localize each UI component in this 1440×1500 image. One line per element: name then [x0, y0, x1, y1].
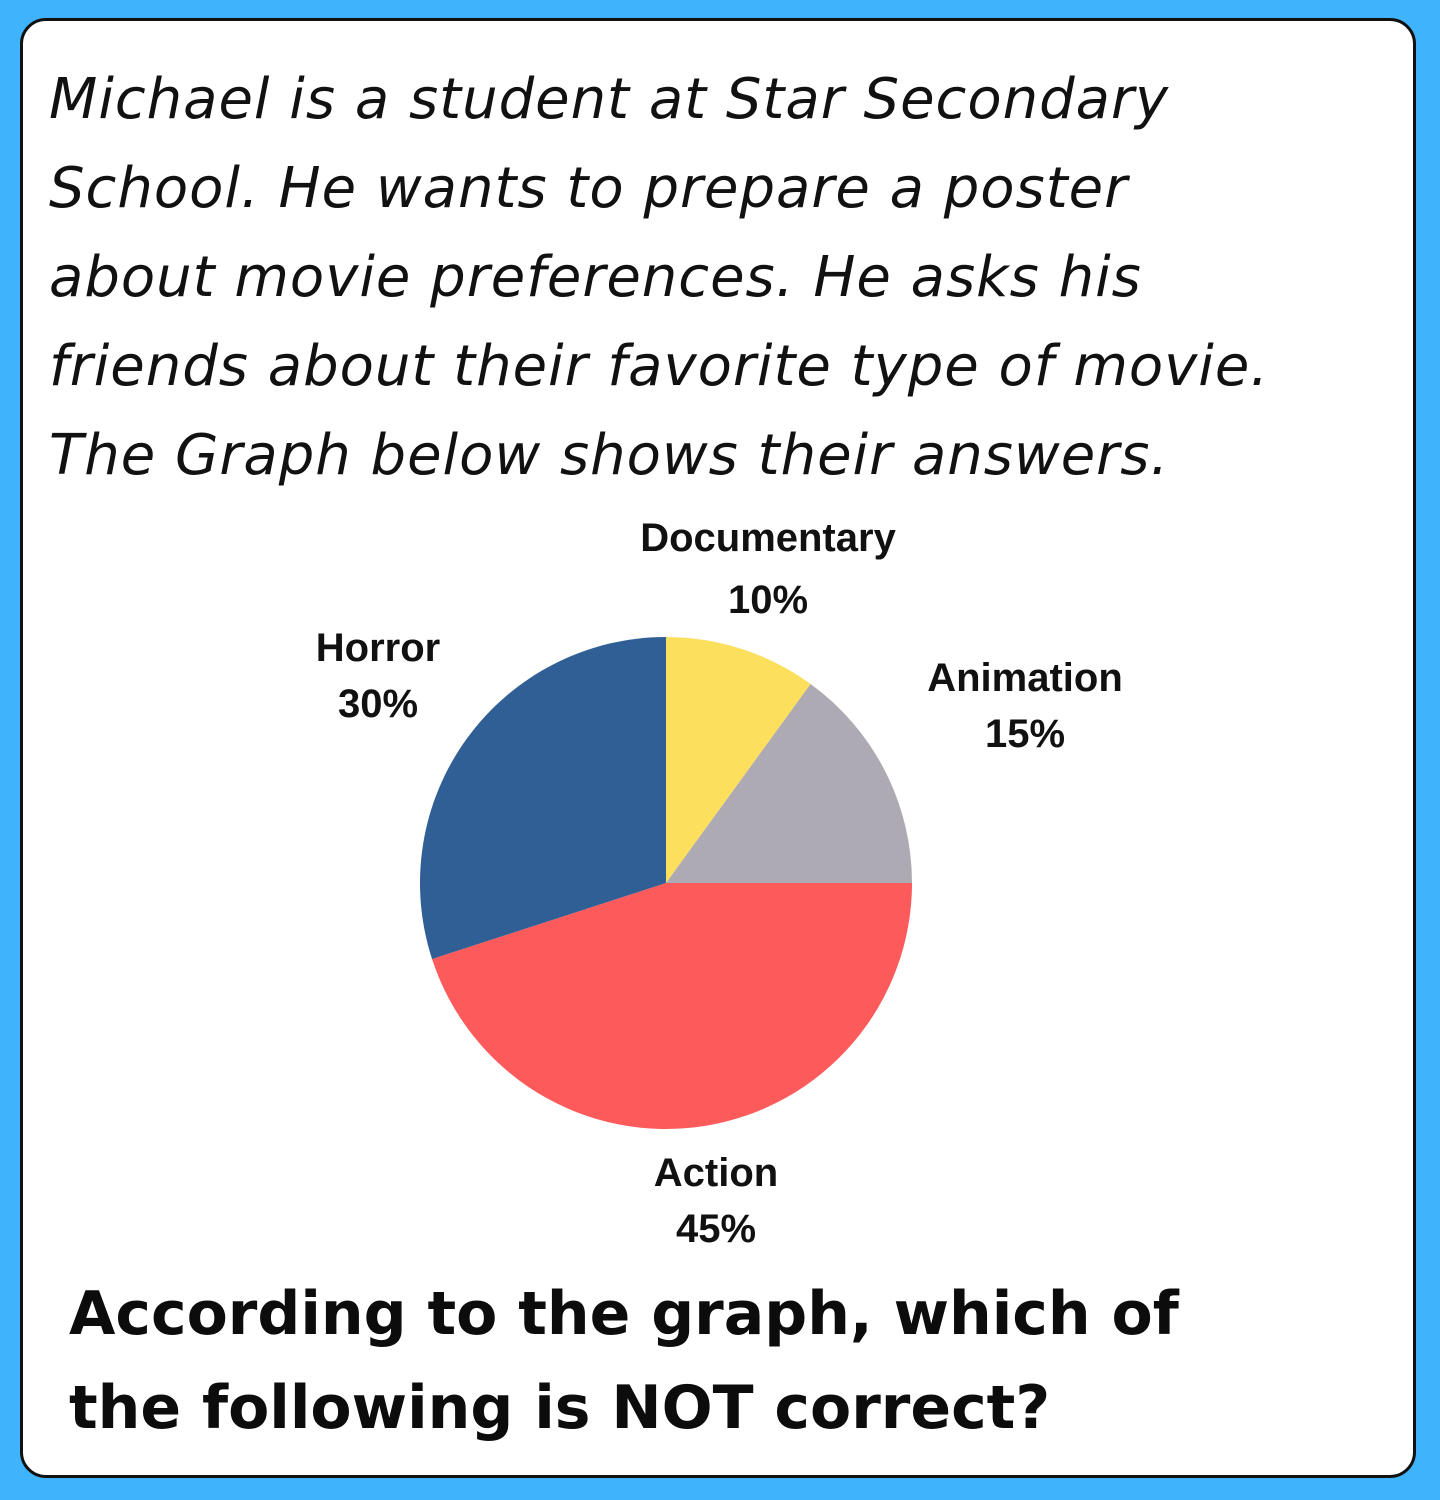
slice-label-documentary: Documentary — [640, 516, 896, 560]
pie-slice-horror — [419, 637, 666, 960]
slice-value-animation: 15% — [985, 712, 1065, 756]
question-card: Michael is a student at Star Secondary S… — [20, 18, 1416, 1478]
intro-line: Michael is a student at Star Secondary — [49, 67, 1170, 132]
intro-paragraph: Michael is a student at Star Secondary S… — [49, 55, 1399, 500]
slice-label-animation: Animation — [927, 656, 1123, 700]
intro-line: School. He wants to prepare a poster — [49, 156, 1129, 221]
slice-value-documentary: 10% — [728, 578, 808, 622]
intro-line: friends about their favorite type of mov… — [49, 334, 1270, 399]
question-line: the following is NOT correct? — [69, 1373, 1051, 1443]
intro-line: about movie preferences. He asks his — [49, 245, 1142, 310]
slice-value-horror: 30% — [338, 682, 418, 726]
pie-slice-action — [432, 883, 912, 1130]
pie-slice-documentary — [666, 637, 811, 883]
intro-line: The Graph below shows their answers. — [49, 423, 1170, 488]
pie-labels: Documentary 10% Animation 15% Action 45% Horro… — [316, 516, 1123, 1251]
slice-value-action: 45% — [676, 1207, 756, 1251]
question-line: According to the graph, which of — [69, 1279, 1179, 1349]
slice-label-horror: Horror — [316, 626, 440, 670]
pie-slice-animation — [666, 683, 912, 883]
question-text: According to the graph, which of the fol… — [69, 1267, 1389, 1455]
pie-slices — [419, 637, 912, 1130]
slice-label-action: Action — [654, 1151, 778, 1195]
pie-chart: Documentary 10% Animation 15% Action 45% Horro… — [316, 516, 1123, 1251]
